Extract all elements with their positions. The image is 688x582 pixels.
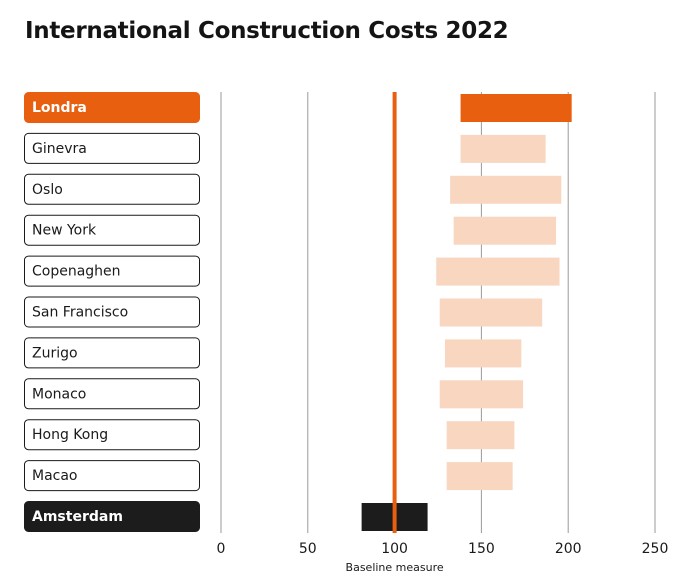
city-label: New York xyxy=(32,223,97,239)
range-bar xyxy=(439,298,543,327)
city-label-box xyxy=(24,92,200,123)
city-label-box xyxy=(24,255,200,287)
range-bar xyxy=(460,134,546,163)
x-axis-label: Baseline measure xyxy=(346,561,444,574)
range-bar xyxy=(444,339,522,368)
range-bar xyxy=(460,94,572,122)
city-label-box xyxy=(24,214,200,246)
city-label: Ginevra xyxy=(32,141,87,157)
city-label-box xyxy=(24,419,200,451)
city-label: Amsterdam xyxy=(32,509,123,525)
city-label-box xyxy=(24,337,200,369)
city-label: Londra xyxy=(32,100,87,116)
chart-title: International Construction Costs 2022 xyxy=(25,18,509,44)
range-bar xyxy=(436,257,560,286)
city-label-box xyxy=(24,296,200,328)
city-label: Hong Kong xyxy=(32,427,108,443)
range-bar xyxy=(450,175,562,204)
city-label: Zurigo xyxy=(32,345,78,361)
range-bar xyxy=(446,421,515,450)
city-label-box xyxy=(24,378,200,410)
x-tick-label: 0 xyxy=(217,541,226,557)
x-tick-label: 150 xyxy=(468,541,495,557)
city-label: Copenaghen xyxy=(32,264,121,280)
city-label: Oslo xyxy=(32,182,63,198)
city-label: San Francisco xyxy=(32,305,128,321)
city-label-box xyxy=(24,132,200,164)
range-bar xyxy=(453,216,557,245)
x-tick-label: 250 xyxy=(642,541,669,557)
range-bar xyxy=(439,380,524,409)
x-tick-label: 50 xyxy=(299,541,317,557)
x-tick-label: 200 xyxy=(555,541,582,557)
range-bar xyxy=(446,462,513,491)
x-tick-label: 100 xyxy=(381,541,408,557)
city-label-box xyxy=(24,460,200,492)
city-label-box xyxy=(24,173,200,205)
city-label: Macao xyxy=(32,468,78,484)
city-label-box xyxy=(24,501,200,532)
city-label: Monaco xyxy=(32,386,86,402)
